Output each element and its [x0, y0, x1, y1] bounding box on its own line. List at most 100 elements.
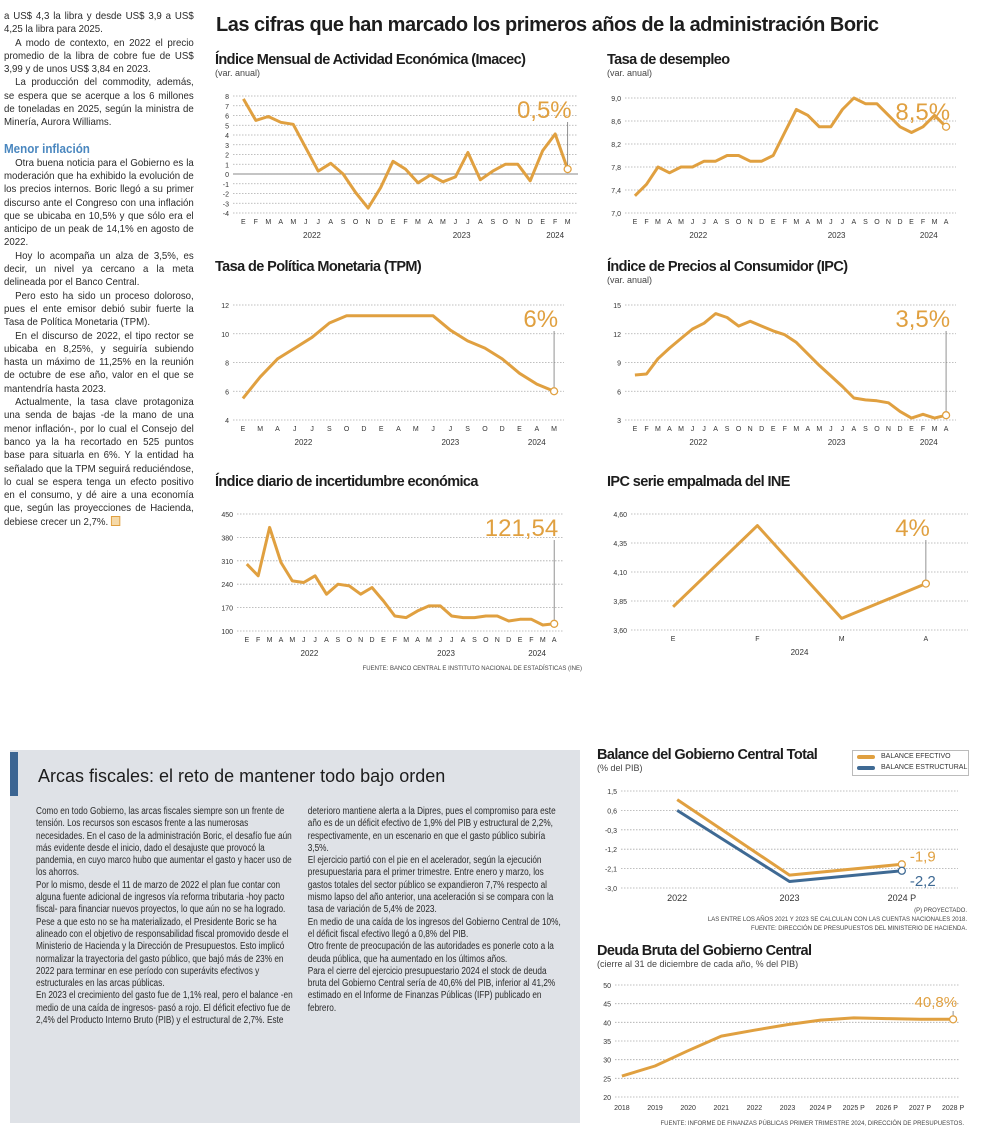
x-tick-label: A	[667, 426, 672, 433]
chart-svg: 20 25 30 35 40 45 50 2018 2019 2020 2021 2022 2023 20…	[603, 983, 964, 1112]
end-mark-icon	[110, 515, 121, 526]
x-tick-label: E	[771, 219, 776, 226]
x-tick-label: E	[633, 426, 638, 433]
y-tick-label: 1	[225, 162, 229, 169]
legend-swatch	[857, 754, 875, 759]
series-line	[621, 1016, 954, 1078]
x-tick-label: A	[324, 637, 329, 644]
chart-title: Índice diario de incertidumbre económica	[215, 474, 478, 490]
y-tick-label: 7,4	[611, 188, 621, 195]
x-tick-label: O	[874, 219, 880, 226]
x-tick-label: S	[863, 219, 868, 226]
x-tick-label: F	[755, 636, 759, 643]
x-tick-label: M	[678, 426, 684, 433]
y-tick-label: -0,3	[605, 828, 617, 835]
chart-title: IPC serie empalmada del INE	[607, 474, 790, 490]
x-tick-label: N	[886, 219, 891, 226]
paragraph: Actualmente, la tasa clave protagoniza u…	[4, 396, 194, 529]
y-tick-label: 7,0	[611, 211, 621, 218]
x-tick-label: E	[241, 219, 246, 226]
x-tick-label: M	[257, 426, 263, 433]
x-tick-label: E	[909, 426, 914, 433]
chart-subtitle: (cierre al 31 de diciembre de cada año, …	[597, 959, 799, 969]
x-tick-label: J	[439, 637, 443, 644]
x-tick-label: D	[759, 219, 764, 226]
chart-title: Tasa de Política Monetaria (TPM)	[215, 259, 422, 275]
y-tick-label: 8,6	[611, 119, 621, 126]
chart-imacec: Índice Mensual de Actividad Económica (I…	[215, 52, 578, 240]
legend-item-estructural: BALANCE ESTRUCTURAL	[853, 762, 968, 773]
x-tick-label: A	[805, 426, 810, 433]
y-tick-label: -2,1	[605, 867, 617, 874]
x-tick-label: M	[793, 426, 799, 433]
x-tick-label: S	[465, 426, 470, 433]
x-tick-label: J	[449, 426, 453, 433]
series-line	[242, 98, 570, 210]
x-tick-label: N	[495, 637, 500, 644]
x-tick-label: D	[361, 426, 366, 433]
highlight-value: 4%	[895, 515, 930, 542]
chart-svg: 4 6 8 10 12 E M A J J S O D E A M J J S O D E A M 2022 2023 2024 6%	[221, 303, 564, 447]
x-tick-label: J	[310, 426, 314, 433]
y-tick-label: 35	[603, 1039, 611, 1046]
year-label: 2022	[689, 438, 707, 447]
y-tick-label: 20	[603, 1095, 611, 1102]
y-tick-label: 3	[617, 418, 621, 425]
paragraph: En medio de una caída de los ingresos de…	[307, 916, 561, 940]
last-point-marker	[921, 579, 931, 588]
y-tick-label: 8,2	[611, 142, 621, 149]
highlight-value: 6%	[523, 306, 558, 333]
paragraph: El ejercicio partió con el pie en el ace…	[307, 855, 554, 916]
chart-tpm: Tasa de Política Monetaria (TPM) 4 6 8 10 12 E…	[215, 259, 564, 447]
y-tick-label: 3,85	[613, 599, 627, 606]
x-tick-label: M	[565, 219, 571, 226]
last-point-marker	[563, 164, 572, 174]
chart-incertidumbre: Índice diario de incertidumbre económica…	[215, 474, 582, 672]
chart-source: FUENTE: BANCO CENTRAL E INSTITUTO NACION…	[362, 666, 582, 672]
x-tick-label: J	[450, 637, 454, 644]
fiscal-accent-bar	[10, 752, 18, 796]
x-tick-label: E	[909, 219, 914, 226]
chart-title: Tasa de desempleo	[607, 52, 730, 68]
x-tick-label: J	[293, 426, 297, 433]
y-tick-label: -3,0	[605, 886, 617, 893]
highlight-value: 0,5%	[517, 97, 572, 124]
last-point-marker	[549, 387, 559, 396]
x-tick-label: E	[381, 637, 386, 644]
fiscal-section-box	[10, 750, 580, 1123]
x-tick-label: N	[886, 426, 891, 433]
x-tick-label: M	[440, 219, 446, 226]
x-tick-label: 2026 P	[876, 1105, 899, 1112]
x-tick-label: 2024 P	[888, 893, 917, 903]
y-tick-label: 240	[221, 582, 233, 589]
x-tick-label: E	[671, 636, 676, 643]
chart-balance: Balance del Gobierno Central Total (% del…	[597, 747, 958, 903]
x-tick-label: F	[921, 426, 925, 433]
year-label: 2022	[689, 231, 707, 240]
page-title: Las cifras que han marcado los primeros …	[216, 14, 879, 36]
x-tick-label: A	[944, 426, 949, 433]
x-tick-label: O	[736, 426, 742, 433]
chart-subtitle: (% del PIB)	[597, 763, 643, 773]
chart-subtitle: (var. anual)	[607, 275, 653, 285]
x-tick-label: J	[702, 426, 706, 433]
y-tick-label: 170	[221, 606, 233, 613]
x-tick-label: J	[304, 219, 308, 226]
year-label: 2022	[301, 649, 319, 658]
y-tick-label: 3	[225, 143, 229, 150]
legend-swatch	[857, 765, 875, 770]
x-tick-label: J	[454, 219, 458, 226]
year-label: 2023	[828, 438, 846, 447]
x-tick-label: 2021	[713, 1105, 729, 1112]
x-tick-label: M	[839, 636, 845, 643]
x-tick-label: M	[265, 219, 271, 226]
x-tick-label: F	[644, 219, 648, 226]
last-point-marker	[941, 122, 951, 131]
x-tick-label: A	[944, 219, 949, 226]
highlight-value: 8,5%	[895, 99, 950, 126]
x-tick-label: O	[482, 426, 488, 433]
x-tick-label: 2024 P	[810, 1105, 833, 1112]
x-tick-label: J	[316, 219, 320, 226]
chart-title: Índice Mensual de Actividad Económica (I…	[215, 52, 526, 68]
